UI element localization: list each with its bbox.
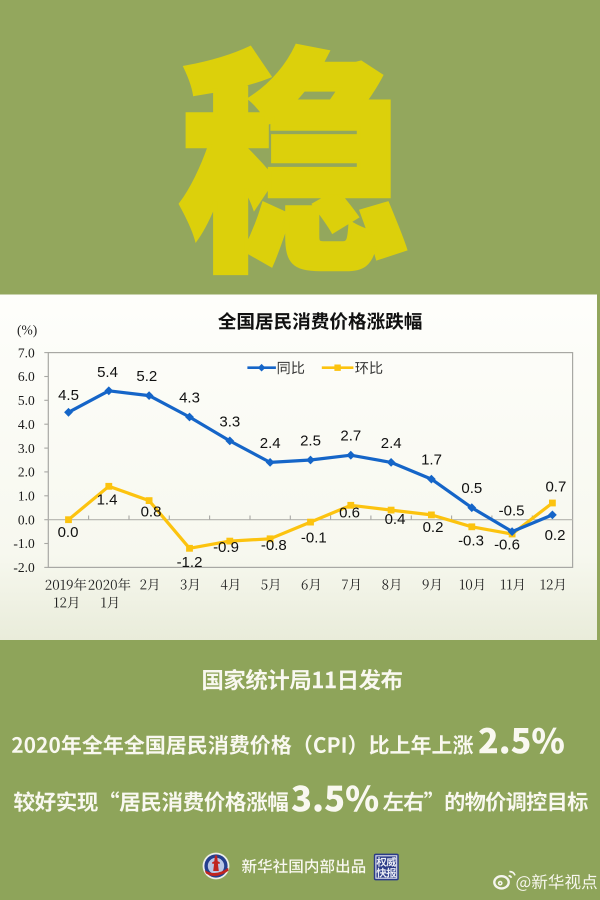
svg-text:2.7: 2.7	[340, 428, 361, 445]
svg-text:0.0: 0.0	[58, 524, 79, 541]
svg-text:-1.2: -1.2	[177, 554, 203, 571]
svg-text:1.7: 1.7	[421, 452, 442, 469]
svg-text:-1.0: -1.0	[13, 536, 35, 551]
svg-text:5.2: 5.2	[136, 368, 157, 385]
svg-text:2.0: 2.0	[18, 465, 35, 480]
svg-text:(%): (%)	[17, 323, 37, 338]
svg-text:1.0: 1.0	[18, 489, 35, 504]
svg-text:0.8: 0.8	[141, 503, 162, 520]
svg-text:0.6: 0.6	[339, 504, 360, 521]
svg-text:-0.6: -0.6	[494, 536, 520, 553]
svg-text:5.4: 5.4	[97, 364, 118, 381]
svg-text:5.0: 5.0	[18, 393, 35, 408]
svg-text:0.7: 0.7	[545, 479, 566, 496]
svg-text:0.2: 0.2	[545, 527, 566, 544]
svg-text:2.4: 2.4	[381, 435, 402, 452]
svg-text:7.0: 7.0	[18, 345, 35, 360]
svg-text:-0.9: -0.9	[213, 539, 239, 556]
svg-text:-0.8: -0.8	[261, 537, 287, 554]
svg-text:2.4: 2.4	[260, 435, 281, 452]
svg-text:0.0: 0.0	[18, 512, 35, 527]
svg-text:-2.0: -2.0	[13, 560, 35, 575]
svg-text:0.2: 0.2	[423, 519, 444, 536]
svg-text:1.4: 1.4	[97, 492, 118, 509]
svg-text:4.0: 4.0	[18, 417, 35, 432]
svg-text:4.5: 4.5	[58, 387, 79, 404]
svg-text:3.3: 3.3	[219, 413, 240, 430]
svg-text:-0.5: -0.5	[499, 503, 525, 520]
svg-text:0.5: 0.5	[461, 480, 482, 497]
svg-text:2.5: 2.5	[300, 432, 321, 449]
svg-text:6.0: 6.0	[18, 369, 35, 384]
svg-text:3.0: 3.0	[18, 441, 35, 456]
svg-text:-0.3: -0.3	[458, 532, 484, 549]
svg-text:0.4: 0.4	[385, 511, 406, 528]
svg-text:-0.1: -0.1	[301, 529, 327, 546]
svg-text:4.3: 4.3	[179, 389, 200, 406]
